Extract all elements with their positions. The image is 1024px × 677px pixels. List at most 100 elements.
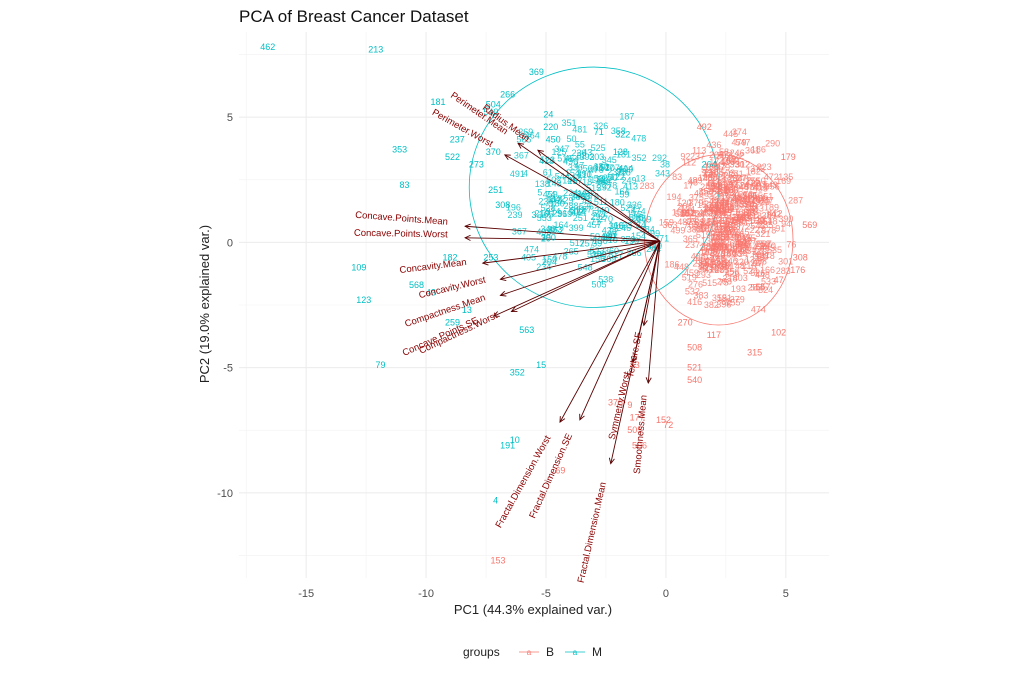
cloud-point-label: 147 (724, 178, 739, 188)
cloud-point-label: 488 (691, 251, 706, 261)
cloud-point-label: 321 (725, 204, 740, 214)
cloud-point-label: 250 (724, 188, 739, 198)
cloud-point-label: 325 (700, 263, 715, 273)
m-point-cloud: 4329220751218756538433618034799169502492… (506, 112, 670, 290)
cloud-point-label: 310 (735, 239, 750, 249)
cloud-point-label: 364 (525, 130, 540, 140)
cloud-point-label: 73 (745, 208, 755, 218)
cloud-point-label: 202 (716, 151, 731, 161)
cloud-point-label: 566 (583, 163, 598, 173)
cloud-point-label: 303 (589, 152, 604, 162)
cloud-point-label: 315 (609, 221, 624, 231)
cloud-point-label: 138 (535, 179, 550, 189)
cloud-point-label: 91 (775, 223, 785, 233)
loading-arrowhead (537, 149, 544, 156)
cloud-point-label: 129 (559, 195, 574, 205)
cloud-point-label: 498 (720, 157, 735, 167)
cloud-point-label: 459 (543, 190, 558, 200)
cloud-point-label: 378 (761, 226, 776, 236)
cloud-point-label: 383 (694, 291, 709, 301)
cloud-point-label: 515 (702, 278, 717, 288)
cloud-point-label: 220 (734, 257, 749, 267)
cloud-point-label: 249 (621, 175, 636, 185)
cloud-point-label: 512 (597, 174, 612, 184)
cloud-point-label: 37 (607, 229, 617, 239)
cloud-point-label: 257 (580, 239, 595, 249)
y-axis-title: PC2 (19.0% explained var.) (197, 225, 212, 383)
cloud-point-label: 273 (725, 194, 740, 204)
cloud-point-label: 15 (748, 201, 758, 211)
cloud-point-label: 328 (711, 249, 726, 259)
cloud-point-label: 93 (686, 216, 696, 226)
point-label-m: 308 (495, 200, 510, 210)
cloud-point-label: 519 (696, 230, 711, 240)
cloud-point-label: 94 (738, 240, 748, 250)
chart-title: PCA of Breast Cancer Dataset (239, 7, 469, 26)
cloud-point-label: 547 (737, 239, 752, 249)
cloud-point-label: 270 (761, 241, 776, 251)
cloud-point-label: 34 (695, 210, 705, 220)
point-label-b: 505 (627, 425, 642, 435)
cloud-point-label: 32 (576, 150, 586, 160)
cloud-point-label: 200 (714, 206, 729, 216)
cloud-point-label: 383 (547, 225, 562, 235)
cloud-point-label: 175 (627, 210, 642, 220)
point-label-b: 9 (627, 400, 632, 410)
cloud-point-label: 148 (735, 213, 750, 223)
cloud-point-label: 142 (766, 209, 781, 219)
ellipse-m (468, 66, 720, 308)
cloud-point-label: 382 (704, 300, 719, 310)
cloud-point-label: 269 (518, 127, 533, 137)
cloud-point-label: 372 (736, 222, 751, 232)
cloud-point-label: 206 (709, 150, 724, 160)
cloud-point-label: 538 (598, 274, 613, 284)
cloud-point-label: 354 (740, 200, 755, 210)
cloud-point-label: 544 (555, 172, 570, 182)
loading-arrowhead (503, 154, 511, 160)
point-label-m: 123 (356, 295, 371, 305)
cloud-point-label: 438 (602, 226, 617, 236)
cloud-point-label: 467 (734, 199, 749, 209)
axis-ticks: -10 -5 0 5 -15 -10 -5 0 5 (217, 112, 789, 600)
point-label-m: 213 (368, 45, 383, 55)
cloud-point-label: 230 (572, 190, 587, 200)
cloud-point-label: 156 (705, 251, 720, 261)
cloud-point-label: 10 (738, 241, 748, 251)
cloud-point-label: 523 (540, 155, 555, 165)
cloud-point-label: 235 (741, 208, 756, 218)
legend-title: groups (463, 645, 500, 659)
point-label-b: 508 (687, 343, 702, 353)
cloud-point-label: 385 (571, 192, 586, 202)
point-label-m: 369 (529, 67, 544, 77)
cloud-point-label: 470 (589, 165, 604, 175)
cloud-point-label: 395 (728, 215, 743, 225)
cloud-point-label: 367 (514, 150, 529, 160)
svg-text:a: a (573, 648, 578, 657)
point-label-b: 176 (790, 265, 805, 275)
cloud-point-label: 5 (537, 188, 542, 198)
cloud-point-label: 291 (552, 209, 567, 219)
point-label-b: 158 (704, 162, 719, 172)
cloud-point-label: 227 (750, 225, 765, 235)
cloud-point-label: 26 (697, 264, 707, 274)
cloud-point-label: 99 (616, 166, 626, 176)
cloud-point-label: 403 (733, 273, 748, 283)
cloud-point-label: 234 (538, 196, 553, 206)
cloud-point-label: 180 (550, 198, 565, 208)
cloud-point-label: 73 (703, 168, 713, 178)
y-tick-label: 5 (227, 112, 233, 124)
cloud-point-label: 237 (690, 151, 705, 161)
cloud-point-label: 272 (738, 189, 753, 199)
cloud-point-label: 158 (714, 221, 729, 231)
cloud-point-label: 403 (751, 180, 766, 190)
cloud-point-label: 374 (732, 127, 747, 137)
cloud-point-label: 154 (565, 168, 580, 178)
loading-arrowhead (608, 457, 615, 465)
y-tick-label: -5 (223, 363, 233, 375)
loading-arrow (559, 240, 661, 423)
cloud-point-label: 247 (724, 216, 739, 226)
cloud-point-label: 376 (752, 247, 767, 257)
cloud-point-label: 276 (688, 280, 703, 290)
cloud-point-label: 482 (677, 217, 692, 227)
cloud-point-label: 61 (543, 168, 553, 178)
